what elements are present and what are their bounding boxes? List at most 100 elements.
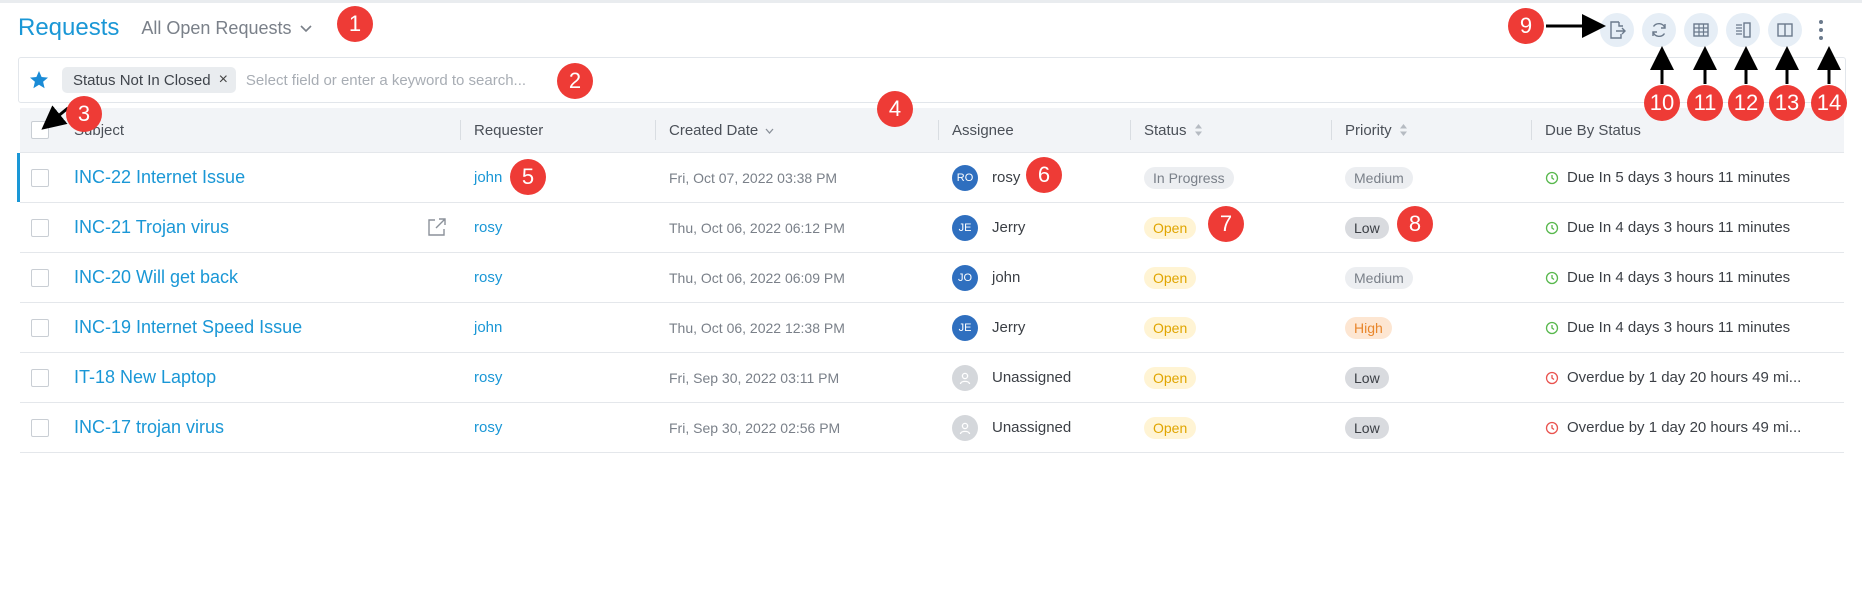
table-view-button[interactable]	[1684, 13, 1718, 47]
requester-link[interactable]: john	[474, 169, 503, 186]
status-cell[interactable]: Open	[1130, 403, 1331, 452]
created-date-cell: Thu, Oct 06, 2022 12:38 PM	[655, 303, 938, 352]
annotation-marker: 9	[1508, 8, 1544, 44]
row-checkbox[interactable]	[31, 418, 49, 437]
status-cell[interactable]: Open	[1130, 353, 1331, 402]
priority-cell[interactable]: Low	[1331, 403, 1531, 452]
search-input[interactable]	[243, 64, 1845, 96]
annotation-marker: 5	[510, 159, 546, 195]
row-checkbox[interactable]	[31, 368, 49, 387]
subject-link[interactable]: INC-22 Internet Issue	[74, 167, 246, 187]
priority-cell[interactable]: Medium	[1331, 253, 1531, 302]
subject-link[interactable]: INC-20 Will get back	[74, 267, 239, 287]
column-header-status[interactable]: Status	[1130, 108, 1331, 152]
assignee-cell[interactable]: Unassigned	[938, 403, 1130, 452]
avatar: JE	[952, 314, 978, 341]
annotation-marker: 12	[1728, 85, 1764, 121]
column-header-label: Priority	[1345, 121, 1392, 139]
assignee-cell[interactable]: RO rosy	[938, 153, 1130, 202]
status-cell[interactable]: In Progress	[1130, 153, 1331, 202]
assignee-cell[interactable]: JO john	[938, 253, 1130, 302]
refresh-icon	[1652, 22, 1666, 38]
clock-icon	[1545, 421, 1559, 434]
filter-chip[interactable]: Status Not In Closed ×	[62, 67, 236, 93]
status-badge: Open	[1144, 216, 1197, 239]
column-chooser-button[interactable]	[1726, 13, 1760, 47]
annotation-marker: 10	[1644, 85, 1680, 121]
table-row[interactable]: INC-20 Will get back rosy Thu, Oct 06, 2…	[20, 253, 1844, 303]
status-cell[interactable]: Open	[1130, 303, 1331, 352]
status-cell[interactable]: Open	[1130, 253, 1331, 302]
assignee-cell[interactable]: Unassigned	[938, 353, 1130, 402]
annotation-marker: 4	[877, 91, 913, 127]
more-options-button[interactable]	[1810, 13, 1832, 47]
table-row[interactable]: IT-18 New Laptop rosy Fri, Sep 30, 2022 …	[20, 353, 1844, 403]
star-icon[interactable]	[28, 69, 50, 91]
column-header-requester[interactable]: Requester	[460, 108, 655, 152]
due-by-cell: Due In 5 days 3 hours 11 minutes	[1531, 153, 1844, 202]
row-checkbox-cell	[20, 253, 49, 302]
priority-cell[interactable]: Medium	[1331, 153, 1531, 202]
row-checkbox-cell	[20, 153, 49, 202]
split-view-button[interactable]	[1768, 13, 1802, 47]
priority-cell[interactable]: Low	[1331, 203, 1531, 252]
column-header-due-by-status[interactable]: Due By Status	[1531, 108, 1844, 152]
refresh-button[interactable]	[1642, 13, 1676, 47]
sort-icon	[1399, 124, 1407, 136]
export-icon	[1610, 21, 1626, 39]
assignee-name: Unassigned	[992, 419, 1072, 436]
column-header-assignee[interactable]: Assignee	[938, 108, 1130, 152]
row-checkbox[interactable]	[31, 218, 49, 237]
requester-link[interactable]: rosy	[474, 369, 503, 386]
created-date: Fri, Sep 30, 2022 03:11 PM	[669, 369, 840, 386]
requester-cell: rosy	[460, 253, 655, 302]
requester-link[interactable]: rosy	[474, 419, 503, 436]
requester-link[interactable]: rosy	[474, 269, 503, 286]
row-checkbox[interactable]	[31, 168, 49, 187]
annotation-marker: 1	[337, 6, 373, 42]
priority-cell[interactable]: Low	[1331, 353, 1531, 402]
created-date: Thu, Oct 06, 2022 06:09 PM	[669, 269, 845, 286]
requester-link[interactable]: john	[474, 319, 503, 336]
column-header-priority[interactable]: Priority	[1331, 108, 1531, 152]
table-row[interactable]: INC-19 Internet Speed Issue john Thu, Oc…	[20, 303, 1844, 353]
assignee-cell[interactable]: JE Jerry	[938, 303, 1130, 352]
status-badge: Open	[1144, 416, 1197, 439]
priority-cell[interactable]: High	[1331, 303, 1531, 352]
status-cell[interactable]: Open	[1130, 203, 1331, 252]
created-date: Fri, Sep 30, 2022 02:56 PM	[669, 419, 841, 436]
created-date-cell: Fri, Oct 07, 2022 03:38 PM	[655, 153, 938, 202]
subject-link[interactable]: INC-19 Internet Speed Issue	[74, 317, 303, 337]
subject-link[interactable]: INC-21 Trojan virus	[74, 217, 230, 237]
requester-cell: rosy	[460, 403, 655, 452]
created-date-cell: Fri, Sep 30, 2022 03:11 PM	[655, 353, 938, 402]
table-header: Subject Requester Created Date Assignee …	[20, 108, 1844, 153]
requester-link[interactable]: rosy	[474, 219, 503, 236]
user-placeholder-icon	[952, 364, 978, 391]
requests-table: Subject Requester Created Date Assignee …	[17, 108, 1844, 453]
status-badge: Open	[1144, 366, 1197, 389]
view-selector[interactable]: All Open Requests	[141, 18, 313, 39]
column-header-label: Created Date	[669, 121, 759, 139]
created-date-cell: Fri, Sep 30, 2022 02:56 PM	[655, 403, 938, 452]
priority-badge: Low	[1345, 366, 1389, 389]
column-header-label: Requester	[474, 121, 544, 139]
subject-cell: INC-22 Internet Issue	[60, 153, 460, 202]
search-bar: Status Not In Closed ×	[18, 57, 1846, 103]
open-in-new-tab-icon[interactable]	[426, 216, 448, 238]
assignee-name: john	[992, 269, 1021, 286]
column-header-created-date[interactable]: Created Date	[655, 108, 938, 152]
subject-link[interactable]: INC-17 trojan virus	[74, 417, 225, 437]
assignee-cell[interactable]: JE Jerry	[938, 203, 1130, 252]
assignee-name: Jerry	[992, 319, 1026, 336]
row-checkbox[interactable]	[31, 268, 49, 287]
close-icon[interactable]: ×	[218, 71, 228, 88]
row-checkbox[interactable]	[31, 318, 49, 337]
filter-chip-label: Status Not In Closed	[73, 71, 211, 89]
table-row[interactable]: INC-21 Trojan virus rosy Thu, Oct 06, 20…	[20, 203, 1844, 253]
table-row[interactable]: INC-22 Internet Issue john Fri, Oct 07, …	[17, 153, 1844, 203]
subject-link[interactable]: IT-18 New Laptop	[74, 367, 217, 387]
avatar: RO	[952, 164, 978, 191]
table-row[interactable]: INC-17 trojan virus rosy Fri, Sep 30, 20…	[20, 403, 1844, 453]
